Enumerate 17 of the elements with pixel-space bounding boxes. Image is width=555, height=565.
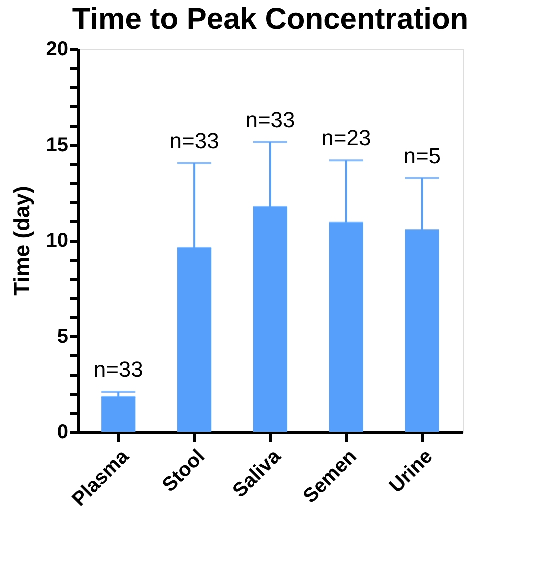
y-tick-label: 0	[57, 422, 68, 444]
y-axis-title: Time (day)	[9, 186, 34, 296]
bar	[405, 230, 440, 432]
y-tick-label: 20	[46, 38, 68, 60]
bar	[102, 396, 136, 432]
annotation: n=33	[94, 356, 144, 382]
annotation: n=33	[170, 128, 220, 154]
y-tick-label: 5	[57, 326, 68, 348]
y-tick-label: 15	[46, 134, 68, 156]
annotation: n=33	[246, 107, 296, 132]
bar	[253, 207, 288, 432]
bar	[329, 222, 364, 432]
bar	[178, 248, 212, 432]
annotation: n=23	[322, 126, 372, 151]
chart-title: Time to Peak Concentration	[72, 3, 469, 36]
y-tick-label: 10	[46, 230, 68, 252]
annotation: n=5	[404, 143, 442, 168]
